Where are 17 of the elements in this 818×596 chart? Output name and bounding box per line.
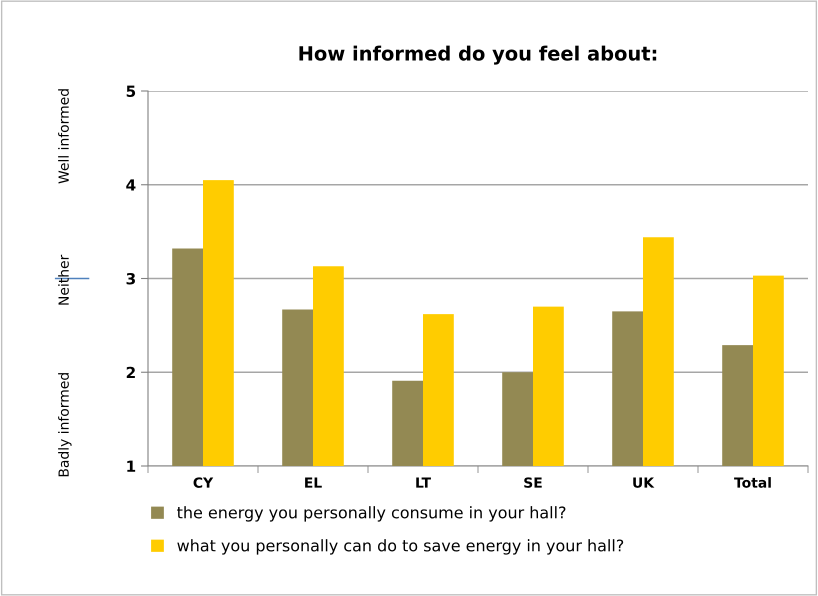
text: Neither [58,254,69,305]
chart-title: How informed do you feel about: [299,46,656,65]
y-tick-label: 1 [127,460,136,472]
y-tick-label: 5 [126,86,136,98]
x-tick-label: LT [416,478,431,488]
y-tick-label: 4 [126,179,136,191]
x-tick-label: Total [734,477,771,488]
text: Well informed [58,89,69,184]
legend-label: what you personally can do to save energy in your hall? [177,539,624,555]
x-tick-label: EL [305,478,322,488]
x-tick-label: CY [194,477,214,488]
legend-label: the energy you personally consume in your hall? [177,506,566,522]
y-tick-label: 3 [126,272,135,285]
x-tick-label: SE [524,477,542,488]
y-tick-label: 2 [126,366,135,378]
x-tick-label: UK [633,478,654,488]
text: Badly informed [58,373,72,476]
